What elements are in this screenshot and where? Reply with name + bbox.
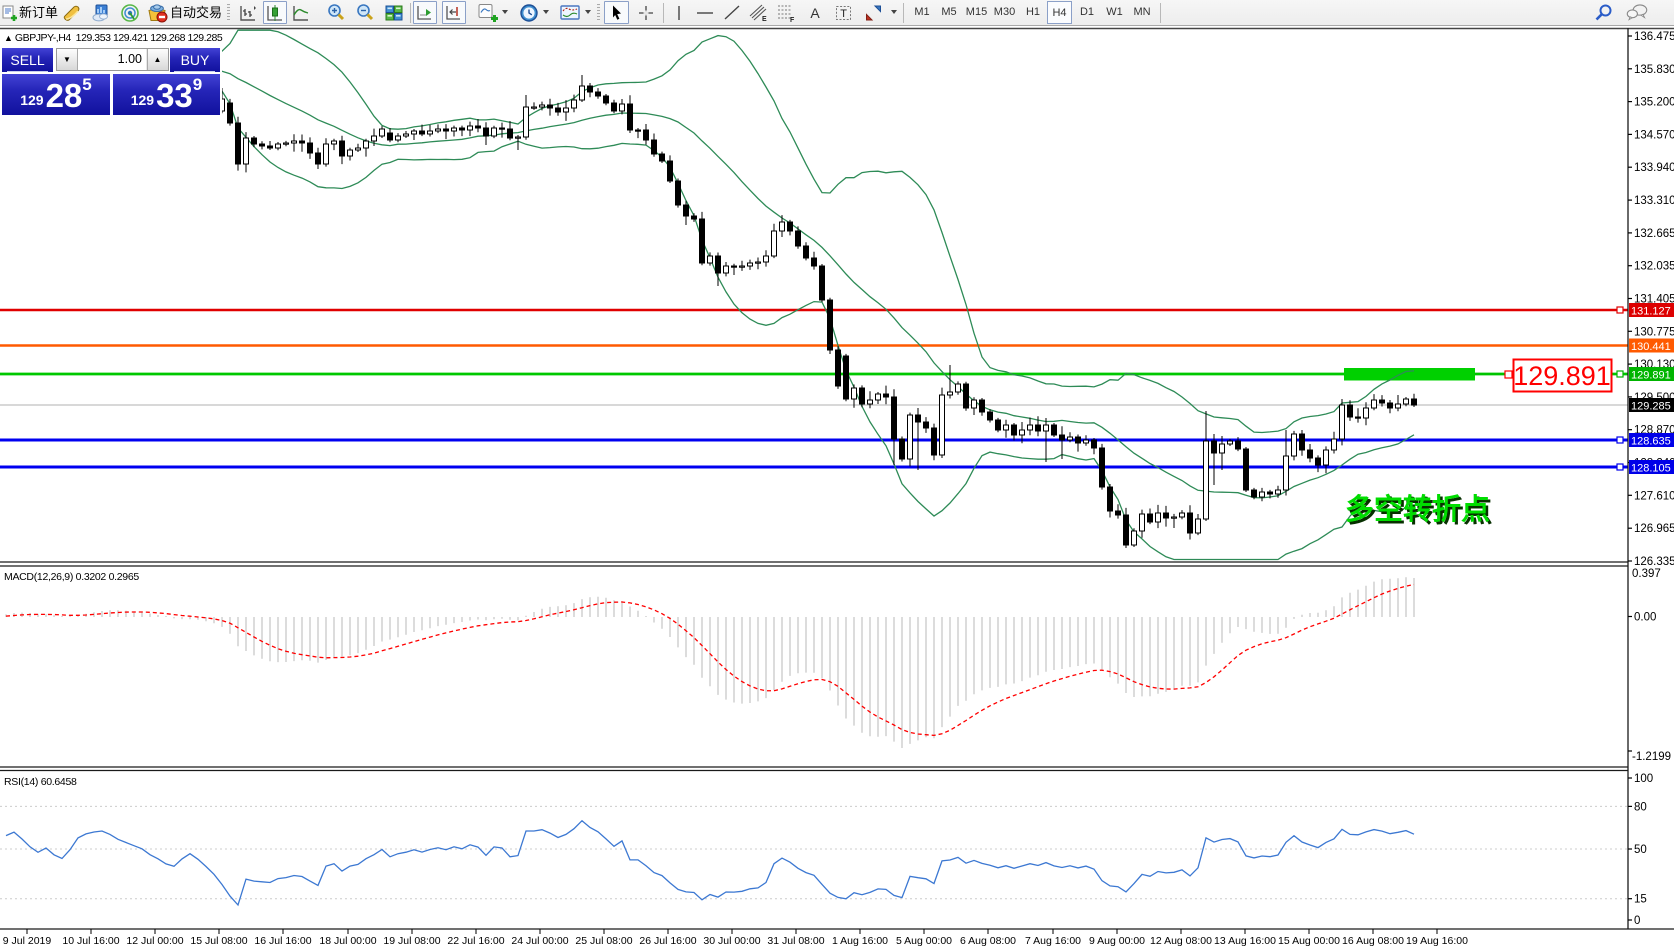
svg-text:129.891: 129.891 bbox=[1513, 361, 1611, 391]
svg-text:126.965: 126.965 bbox=[1634, 523, 1674, 535]
svg-text:6 Aug 08:00: 6 Aug 08:00 bbox=[960, 935, 1016, 947]
svg-text:135.200: 135.200 bbox=[1634, 97, 1674, 109]
svg-text:1 Aug 16:00: 1 Aug 16:00 bbox=[832, 935, 888, 947]
svg-text:127.610: 127.610 bbox=[1634, 490, 1674, 502]
svg-text:131.127: 131.127 bbox=[1631, 306, 1671, 318]
svg-text:133.310: 133.310 bbox=[1634, 195, 1674, 207]
svg-text:128.105: 128.105 bbox=[1631, 463, 1671, 475]
svg-text:100: 100 bbox=[1634, 773, 1653, 785]
svg-text:80: 80 bbox=[1634, 801, 1647, 813]
svg-text:18 Jul 00:00: 18 Jul 00:00 bbox=[319, 935, 376, 947]
svg-text:15: 15 bbox=[1634, 894, 1647, 906]
svg-text:MACD(12,26,9) 0.3202 0.2965: MACD(12,26,9) 0.3202 0.2965 bbox=[4, 571, 139, 583]
svg-text:131.405: 131.405 bbox=[1634, 294, 1674, 306]
svg-text:15 Jul 08:00: 15 Jul 08:00 bbox=[190, 935, 247, 947]
svg-text:10 Jul 16:00: 10 Jul 16:00 bbox=[62, 935, 119, 947]
svg-text:30 Jul 00:00: 30 Jul 00:00 bbox=[703, 935, 760, 947]
svg-text:E: E bbox=[762, 16, 767, 23]
svg-text:13 Aug 16:00: 13 Aug 16:00 bbox=[1214, 935, 1276, 947]
svg-text:130.775: 130.775 bbox=[1634, 326, 1674, 338]
svg-text:0: 0 bbox=[1634, 915, 1640, 927]
svg-text:26 Jul 16:00: 26 Jul 16:00 bbox=[639, 935, 696, 947]
svg-text:22 Jul 16:00: 22 Jul 16:00 bbox=[447, 935, 504, 947]
svg-text:RSI(14) 60.6458: RSI(14) 60.6458 bbox=[4, 776, 77, 788]
svg-text:0.00: 0.00 bbox=[1634, 612, 1656, 624]
svg-text:24 Jul 00:00: 24 Jul 00:00 bbox=[511, 935, 568, 947]
svg-text:129.891: 129.891 bbox=[1631, 370, 1671, 382]
svg-text:7 Aug 16:00: 7 Aug 16:00 bbox=[1025, 935, 1081, 947]
svg-text:134.570: 134.570 bbox=[1634, 129, 1674, 141]
svg-text:132.035: 132.035 bbox=[1634, 261, 1674, 273]
svg-text:12 Jul 00:00: 12 Jul 00:00 bbox=[126, 935, 183, 947]
svg-text:9 Aug 00:00: 9 Aug 00:00 bbox=[1089, 935, 1145, 947]
svg-text:130.441: 130.441 bbox=[1631, 341, 1671, 353]
svg-text:-1.2199: -1.2199 bbox=[1632, 751, 1671, 763]
svg-text:多空转折点: 多空转折点 bbox=[1345, 492, 1490, 526]
svg-text:19 Jul 08:00: 19 Jul 08:00 bbox=[383, 935, 440, 947]
svg-text:126.335: 126.335 bbox=[1634, 556, 1674, 568]
svg-text:F: F bbox=[790, 17, 795, 24]
svg-text:12 Aug 08:00: 12 Aug 08:00 bbox=[1150, 935, 1212, 947]
svg-text:132.665: 132.665 bbox=[1634, 228, 1674, 240]
svg-text:16 Aug 08:00: 16 Aug 08:00 bbox=[1342, 935, 1404, 947]
svg-text:多空转折点: 多空转折点 bbox=[1348, 495, 1493, 529]
svg-text:135.830: 135.830 bbox=[1634, 64, 1674, 76]
svg-text:25 Jul 08:00: 25 Jul 08:00 bbox=[575, 935, 632, 947]
svg-text:T: T bbox=[840, 8, 847, 20]
svg-text:133.940: 133.940 bbox=[1634, 162, 1674, 174]
svg-text:31 Jul 08:00: 31 Jul 08:00 bbox=[767, 935, 824, 947]
svg-text:0.397: 0.397 bbox=[1632, 568, 1661, 580]
svg-text:136.475: 136.475 bbox=[1634, 31, 1674, 43]
svg-text:5 Aug 00:00: 5 Aug 00:00 bbox=[896, 935, 952, 947]
svg-text:15 Aug 00:00: 15 Aug 00:00 bbox=[1278, 935, 1340, 947]
svg-text:128.635: 128.635 bbox=[1631, 436, 1671, 448]
svg-text:129.285: 129.285 bbox=[1631, 401, 1671, 413]
svg-text:16 Jul 16:00: 16 Jul 16:00 bbox=[254, 935, 311, 947]
svg-text:9 Jul 2019: 9 Jul 2019 bbox=[3, 935, 52, 947]
svg-text:19 Aug 16:00: 19 Aug 16:00 bbox=[1406, 935, 1468, 947]
svg-text:50: 50 bbox=[1634, 844, 1647, 856]
